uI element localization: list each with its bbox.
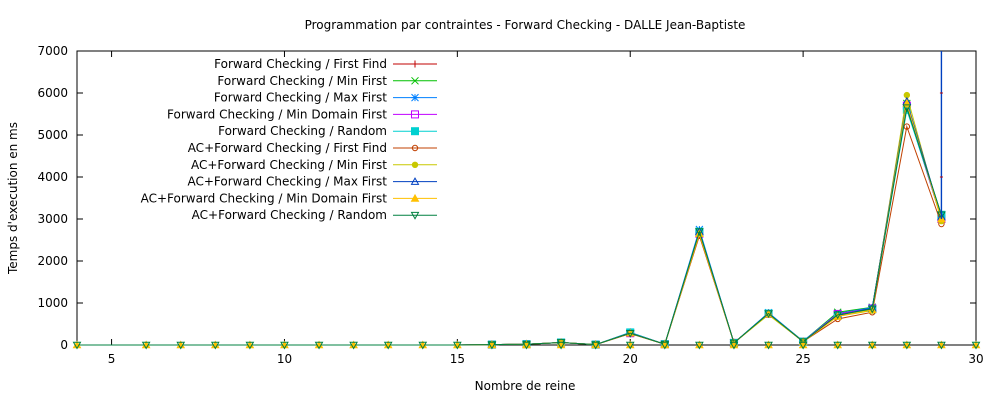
data-point	[314, 341, 324, 350]
legend-label: Forward Checking / Min First	[217, 74, 387, 88]
y-tick-label: 6000	[37, 86, 68, 100]
y-tick-label: 7000	[37, 44, 68, 58]
data-point	[280, 341, 289, 350]
series-1	[77, 99, 946, 349]
data-point	[903, 123, 911, 130]
data-point	[245, 341, 255, 350]
x-axis-label: Nombre de reine	[475, 379, 576, 393]
data-point	[660, 341, 670, 350]
data-point	[349, 341, 358, 350]
legend-label: Forward Checking / Max First	[214, 91, 387, 105]
series-8	[77, 98, 946, 348]
legend-label: Forward Checking / First Find	[214, 57, 387, 71]
x-tick-label: 5	[108, 352, 116, 366]
spike	[939, 51, 943, 219]
data-point	[867, 341, 877, 350]
y-tick-label: 3000	[37, 212, 68, 226]
data-point	[625, 341, 635, 350]
legend-label: AC+Forward Checking / First Find	[188, 141, 387, 155]
axis-ticks: 0 1000 2000 3000 4000 5000 6000 7000 5 10 15 20 25 30	[37, 44, 983, 366]
data-point	[902, 104, 912, 113]
data-point	[176, 341, 186, 350]
data-point	[833, 341, 843, 350]
series-7	[77, 96, 946, 348]
data-point	[210, 341, 220, 350]
data-point	[418, 341, 428, 350]
series-line	[77, 107, 942, 346]
data-point	[764, 310, 773, 319]
series-line	[77, 101, 942, 346]
legend-label: Forward Checking / Random	[218, 124, 387, 138]
data-point	[833, 311, 843, 320]
legend-item-0: Forward Checking / First Find	[214, 57, 437, 71]
legend-label: AC+Forward Checking / Max First	[187, 175, 387, 189]
series-line	[77, 103, 942, 346]
data-point	[556, 339, 566, 348]
data-point	[695, 228, 704, 237]
x-tick-label: 20	[623, 352, 638, 366]
baseline-markers	[72, 340, 981, 350]
chart-title: Programmation par contraintes - Forward …	[305, 18, 746, 32]
legend-label: AC+Forward Checking / Min First	[191, 158, 387, 172]
legend-item-4: Forward Checking / Random	[218, 124, 437, 138]
legend-item-6: AC+Forward Checking / Min First	[191, 158, 437, 172]
legend-item-5: AC+Forward Checking / First Find	[188, 141, 437, 155]
data-point	[72, 341, 82, 350]
data-point	[452, 341, 462, 350]
series-line	[77, 103, 942, 346]
y-tick-label: 0	[60, 338, 68, 352]
y-tick-label: 2000	[37, 254, 68, 268]
legend-item-1: Forward Checking / Min First	[217, 74, 437, 88]
data-point	[729, 341, 739, 350]
data-point	[487, 341, 497, 350]
data-point	[410, 193, 420, 202]
data-point	[383, 341, 393, 350]
series-0	[77, 102, 945, 349]
data-point	[411, 144, 419, 152]
data-point	[798, 341, 808, 350]
legend: Forward Checking / First Find Forward Che…	[141, 57, 437, 222]
data-point	[410, 177, 420, 185]
series-3	[77, 101, 946, 349]
y-tick-label: 5000	[37, 128, 68, 142]
x-tick-label: 30	[968, 352, 983, 366]
data-point	[729, 339, 739, 348]
data-point	[411, 60, 419, 68]
series-lines	[72, 51, 981, 350]
legend-item-3: Forward Checking / Min Domain First	[167, 107, 437, 121]
data-point	[902, 341, 912, 350]
data-point	[411, 127, 419, 136]
x-tick-label: 15	[450, 352, 465, 366]
legend-item-9: AC+Forward Checking / Random	[192, 208, 437, 222]
data-point	[411, 93, 419, 102]
x-tick-label: 25	[795, 352, 810, 366]
data-point	[591, 341, 601, 350]
legend-item-7: AC+Forward Checking / Max First	[187, 175, 437, 189]
data-point	[411, 161, 419, 169]
data-point	[522, 341, 531, 350]
data-point	[556, 341, 566, 350]
legend-label: AC+Forward Checking / Min Domain First	[141, 191, 388, 205]
data-point	[867, 305, 877, 314]
data-point	[411, 110, 419, 119]
legend-item-8: AC+Forward Checking / Min Domain First	[141, 191, 437, 205]
y-axis-label: Temps d'execution en ms	[6, 122, 20, 275]
x-tick-label: 10	[277, 352, 292, 366]
legend-label: Forward Checking / Min Domain First	[167, 107, 387, 121]
data-point	[411, 76, 419, 85]
data-point	[764, 341, 773, 350]
data-point	[937, 341, 946, 350]
data-point	[141, 341, 151, 350]
data-point	[695, 341, 704, 350]
data-point	[971, 341, 981, 350]
y-tick-label: 1000	[37, 296, 68, 310]
data-point	[410, 211, 420, 220]
legend-item-2: Forward Checking / Max First	[214, 91, 437, 105]
y-tick-label: 4000	[37, 170, 68, 184]
data-point	[625, 329, 635, 338]
legend-label: AC+Forward Checking / Random	[192, 208, 387, 222]
